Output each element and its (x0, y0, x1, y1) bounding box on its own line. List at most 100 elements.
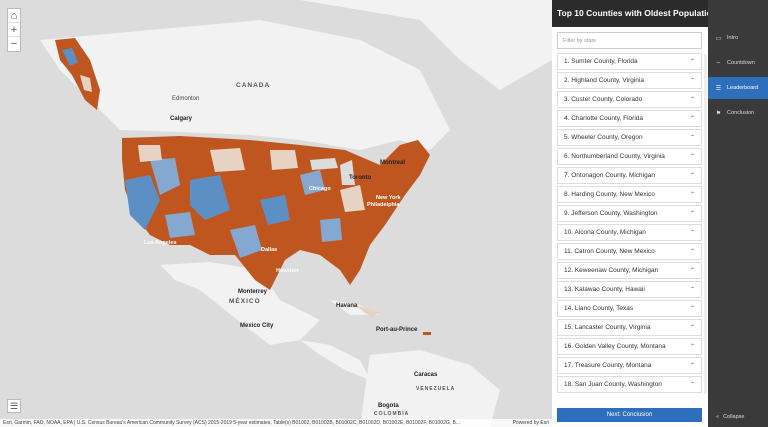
county-list-item[interactable]: 3. Custer County, Colorado ⌃ (557, 91, 702, 108)
county-item-label: 10. Alcona County, Michigan (564, 229, 646, 236)
nav-item-conclusion[interactable]: ⚑ Conclusion (708, 102, 768, 124)
mexico-land (160, 262, 320, 345)
collapse-button[interactable]: «Collapse (716, 414, 744, 420)
county-item-label: 9. Jefferson County, Washington (564, 210, 658, 217)
county-item-label: 3. Custer County, Colorado (564, 96, 643, 103)
county-list-item[interactable]: 11. Catron County, New Mexico ⌃ (557, 243, 702, 260)
panel-scrollbar[interactable] (704, 54, 707, 394)
county-item-label: 18. San Juan County, Washington (564, 381, 662, 388)
county-item-label: 1. Sumter County, Florida (564, 58, 638, 65)
county-item-label: 4. Charlotte County, Florida (564, 115, 643, 122)
county-item-label: 11. Catron County, New Mexico (564, 248, 655, 255)
map-label-colombia: COLOMBIA (374, 411, 410, 417)
county-item-label: 15. Lancaster County, Virginia (564, 324, 651, 331)
map-label-edmonton: Edmonton (172, 96, 200, 102)
home-button[interactable]: ⌂ (8, 9, 20, 23)
chevron-up-icon[interactable]: ⌃ (689, 173, 695, 179)
chevron-up-icon[interactable]: ⌃ (689, 363, 695, 369)
attribution-text: Esri, Garmin, FAO, NOAA, EPA | U.S. Cens… (3, 420, 461, 426)
map-label-canada: CANADA (236, 82, 271, 89)
chevron-up-icon[interactable]: ⌃ (689, 325, 695, 331)
collapse-label: Collapse (723, 414, 745, 420)
map-label-toronto: Toronto (349, 175, 372, 181)
county-list-item[interactable]: 1. Sumter County, Florida ⌃ (557, 53, 702, 70)
nav-item-intro[interactable]: ▭ Intro (708, 27, 768, 49)
county-item-label: 5. Wheeler County, Oregon (564, 134, 643, 141)
map-label-houston: Houston (276, 268, 299, 274)
chevron-up-icon[interactable]: ⌃ (689, 97, 695, 103)
map-label-los-angeles: Los Angeles (144, 240, 177, 246)
county-list-item[interactable]: 9. Jefferson County, Washington ⌃ (557, 205, 702, 222)
county-list: 1. Sumter County, Florida ⌃ 2. Highland Co… (552, 53, 708, 393)
county-list-item[interactable]: 5. Wheeler County, Oregon ⌃ (557, 129, 702, 146)
chevron-up-icon[interactable]: ⌃ (689, 249, 695, 255)
legend-button[interactable]: ☰ (7, 399, 21, 413)
county-list-item[interactable]: 10. Alcona County, Michigan ⌃ (557, 224, 702, 241)
powered-by-esri[interactable]: Powered by Esri (512, 420, 549, 426)
map-label-philadelphia: Philadelphia (367, 202, 400, 208)
chevron-up-icon[interactable]: ⌃ (689, 287, 695, 293)
map-label-bogota: Bogota (378, 403, 399, 409)
south-america-land (360, 350, 500, 427)
county-list-item[interactable]: 14. Llano County, Texas ⌃ (557, 300, 702, 317)
county-item-label: 17. Treasure County, Montana (564, 362, 652, 369)
map-label-venezuela: VENEZUELA (416, 386, 456, 392)
chevron-up-icon[interactable]: ⌃ (689, 306, 695, 312)
chevron-up-icon[interactable]: ⌃ (689, 230, 695, 236)
double-chevron-left-icon: « (716, 414, 720, 420)
county-item-label: 14. Llano County, Texas (564, 305, 634, 312)
county-list-item[interactable]: 18. San Juan County, Washington ⌃ (557, 376, 702, 393)
chevron-up-icon[interactable]: ⌃ (689, 211, 695, 217)
leaderboard-panel: Top 10 Counties with Oldest Populations … (552, 0, 722, 427)
document-icon: ▭ (715, 35, 722, 42)
map-controls: ⌂ + − (7, 8, 21, 52)
story-nav: ▭ Intro ⇔ Countdown ☰ Leaderboard ⚑ Conclusion … (708, 0, 768, 427)
list-icon: ☰ (715, 85, 722, 92)
county-item-label: 12. Keweenaw County, Michigan (564, 267, 659, 274)
chevron-up-icon[interactable]: ⌃ (689, 59, 695, 65)
county-list-item[interactable]: 8. Harding County, New Mexico ⌃ (557, 186, 702, 203)
chevron-up-icon[interactable]: ⌃ (689, 382, 695, 388)
zoom-out-button[interactable]: − (10, 38, 18, 50)
county-item-label: 16. Golden Valley County, Montana (564, 343, 666, 350)
county-list-item[interactable]: 12. Keweenaw County, Michigan ⌃ (557, 262, 702, 279)
map-label-chicago: Chicago (309, 186, 331, 192)
county-item-label: 13. Kalawao County, Hawaii (564, 286, 645, 293)
county-item-label: 8. Harding County, New Mexico (564, 191, 655, 198)
county-list-item[interactable]: 7. Ontonagon County, Michigan ⌃ (557, 167, 702, 184)
county-list-item[interactable]: 6. Northumberland County, Virginia ⌃ (557, 148, 702, 165)
basemap (40, 0, 552, 427)
map-label-caracas: Caracas (414, 372, 438, 378)
flag-icon: ⚑ (715, 110, 722, 117)
map-view[interactable]: CANADA Edmonton Calgary Montreal Toronto… (0, 0, 552, 427)
county-list-item[interactable]: 17. Treasure County, Montana ⌃ (557, 357, 702, 374)
county-list-item[interactable]: 16. Golden Valley County, Montana ⌃ (557, 338, 702, 355)
chevron-up-icon[interactable]: ⌃ (689, 135, 695, 141)
county-list-item[interactable]: 4. Charlotte County, Florida ⌃ (557, 110, 702, 127)
chevron-up-icon[interactable]: ⌃ (689, 154, 695, 160)
nav-item-leaderboard[interactable]: ☰ Leaderboard (708, 77, 768, 99)
next-conclusion-button[interactable]: Next: Conclusion (557, 408, 702, 422)
chevron-up-icon[interactable]: ⌃ (689, 116, 695, 122)
nav-item-label: Intro (727, 35, 739, 41)
county-list-item[interactable]: 15. Lancaster County, Virginia ⌃ (557, 319, 702, 336)
chevron-up-icon[interactable]: ⌃ (689, 78, 695, 84)
chevron-up-icon[interactable]: ⌃ (689, 192, 695, 198)
map-attribution: Esri, Garmin, FAO, NOAA, EPA | U.S. Cens… (0, 419, 552, 427)
nav-item-label: Countdown (727, 60, 755, 66)
arrows-icon: ⇔ (715, 60, 722, 66)
chevron-up-icon[interactable]: ⌃ (689, 344, 695, 350)
home-icon: ⌂ (10, 9, 18, 22)
nav-item-label: Leaderboard (727, 85, 759, 91)
chevron-up-icon[interactable]: ⌃ (689, 268, 695, 274)
zoom-in-button[interactable]: + (8, 23, 20, 37)
nav-item-label: Conclusion (727, 110, 755, 116)
map-label-monterrey: Monterrey (238, 289, 268, 295)
county-list-item[interactable]: 13. Kalawao County, Hawaii ⌃ (557, 281, 702, 298)
nav-item-countdown[interactable]: ⇔ Countdown (708, 52, 768, 74)
county-list-item[interactable]: 2. Highland County, Virginia ⌃ (557, 72, 702, 89)
county-item-label: 7. Ontonagon County, Michigan (564, 172, 655, 179)
map-label-dallas: Dallas (261, 247, 278, 253)
list-icon: ☰ (9, 400, 19, 411)
state-filter-input[interactable]: Filter by state (557, 32, 702, 49)
